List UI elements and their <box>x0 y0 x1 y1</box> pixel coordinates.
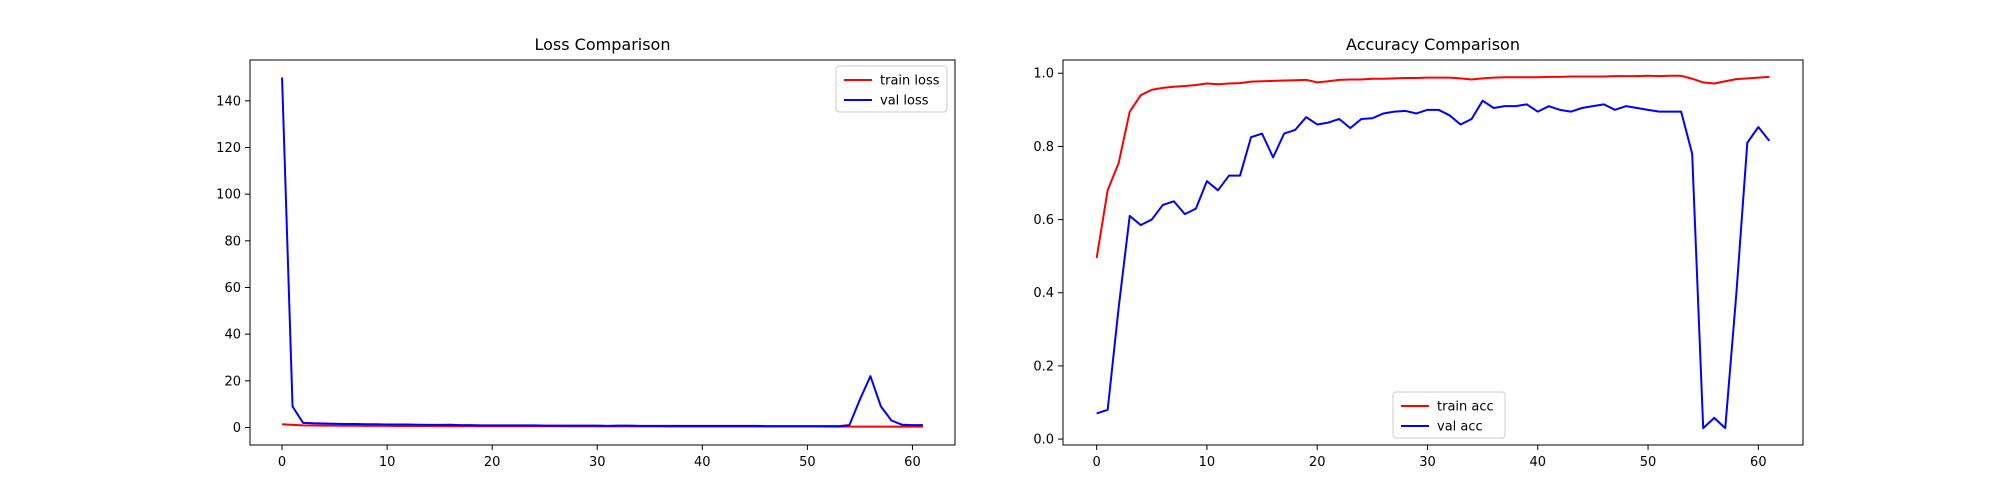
x-tick-label: 20 <box>1309 455 1326 470</box>
legend: train loss val loss <box>835 65 948 113</box>
y-tick-label: 100 <box>216 188 241 203</box>
y-tick-label: 40 <box>224 328 241 343</box>
series-line-train-acc <box>1095 74 1770 259</box>
y-tick-label: 60 <box>224 281 241 296</box>
x-tick-label: 60 <box>904 455 921 470</box>
legend-label-train-acc: train acc <box>1437 400 1494 415</box>
x-tick-label: 40 <box>1529 455 1546 470</box>
plot-frame <box>1062 59 1804 446</box>
loss-comparison-panel: Loss Comparison 0 10 20 30 40 50 60 0 20 40 60 80 100… <box>216 35 956 470</box>
x-tick-label: 40 <box>694 455 711 470</box>
plot-frame <box>249 59 956 446</box>
x-tick-label: 0 <box>278 455 286 470</box>
legend: train acc val acc <box>1392 391 1506 439</box>
x-tick-label: 20 <box>484 455 501 470</box>
x-tick-label: 30 <box>589 455 606 470</box>
y-tick-label: 0.0 <box>1033 433 1054 448</box>
x-tick-label: 50 <box>1640 455 1657 470</box>
x-tick-label: 50 <box>799 455 816 470</box>
legend-label-val-acc: val acc <box>1437 420 1483 435</box>
x-tick-label: 10 <box>1199 455 1216 470</box>
x-tick-label: 10 <box>379 455 396 470</box>
series-line-val-acc <box>1096 99 1771 430</box>
x-tick-label: 60 <box>1750 455 1767 470</box>
y-tick-label: 20 <box>224 374 241 389</box>
y-tick-label: 0.6 <box>1033 213 1054 228</box>
legend-label-train-loss: train loss <box>880 74 940 89</box>
y-tick-label: 0.4 <box>1033 286 1054 301</box>
x-tick-label: 0 <box>1092 455 1100 470</box>
y-tick-label: 0.8 <box>1033 140 1054 155</box>
x-tick-label: 30 <box>1419 455 1436 470</box>
legend-label-val-loss: val loss <box>880 94 929 109</box>
y-tick-label: 0 <box>233 421 241 436</box>
series-line-val-loss <box>281 77 923 428</box>
y-tick-label: 0.2 <box>1033 359 1054 374</box>
accuracy-comparison-panel: Accuracy Comparison 0 10 20 30 40 50 60 0.0 0.2 0.… <box>1033 35 1804 470</box>
chart-title: Accuracy Comparison <box>1346 35 1520 54</box>
y-tick-label: 140 <box>216 94 241 109</box>
y-tick-label: 80 <box>224 234 241 249</box>
y-tick-label: 120 <box>216 141 241 156</box>
chart-title: Loss Comparison <box>535 35 671 54</box>
y-tick-label: 1.0 <box>1033 67 1054 82</box>
